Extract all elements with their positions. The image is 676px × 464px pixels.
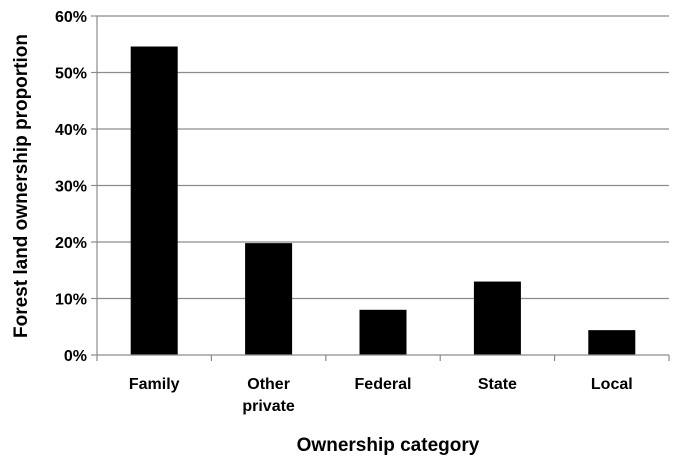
bars xyxy=(130,46,636,355)
y-tick-label: 0% xyxy=(64,348,87,365)
y-axis-title: Forest land ownership proportion xyxy=(11,34,32,338)
y-tick-label: 50% xyxy=(55,66,87,83)
bar xyxy=(359,309,407,355)
x-tick-label: State xyxy=(478,376,517,393)
axes xyxy=(96,16,670,361)
x-tick-label: Local xyxy=(591,376,633,393)
y-tick-label: 40% xyxy=(55,122,87,139)
bar xyxy=(588,330,636,355)
x-tick-label: Federal xyxy=(355,376,412,393)
y-tick-label: 60% xyxy=(55,9,87,26)
bar xyxy=(245,243,293,355)
y-tick-label: 10% xyxy=(55,292,87,309)
bar xyxy=(130,46,178,355)
x-tick-label: Family xyxy=(129,376,180,393)
y-tick-labels: 0% 10% 20% 30% 40% 50% 60% xyxy=(55,9,87,365)
x-tick-labels: Family Other private Federal State Local xyxy=(129,376,633,415)
x-tick-label: Other private xyxy=(242,376,295,415)
y-tick-label: 30% xyxy=(55,179,87,196)
gridlines xyxy=(91,15,669,356)
y-tick-label: 20% xyxy=(55,235,87,252)
x-axis-title: Ownership category xyxy=(297,435,480,456)
bar xyxy=(473,281,521,355)
